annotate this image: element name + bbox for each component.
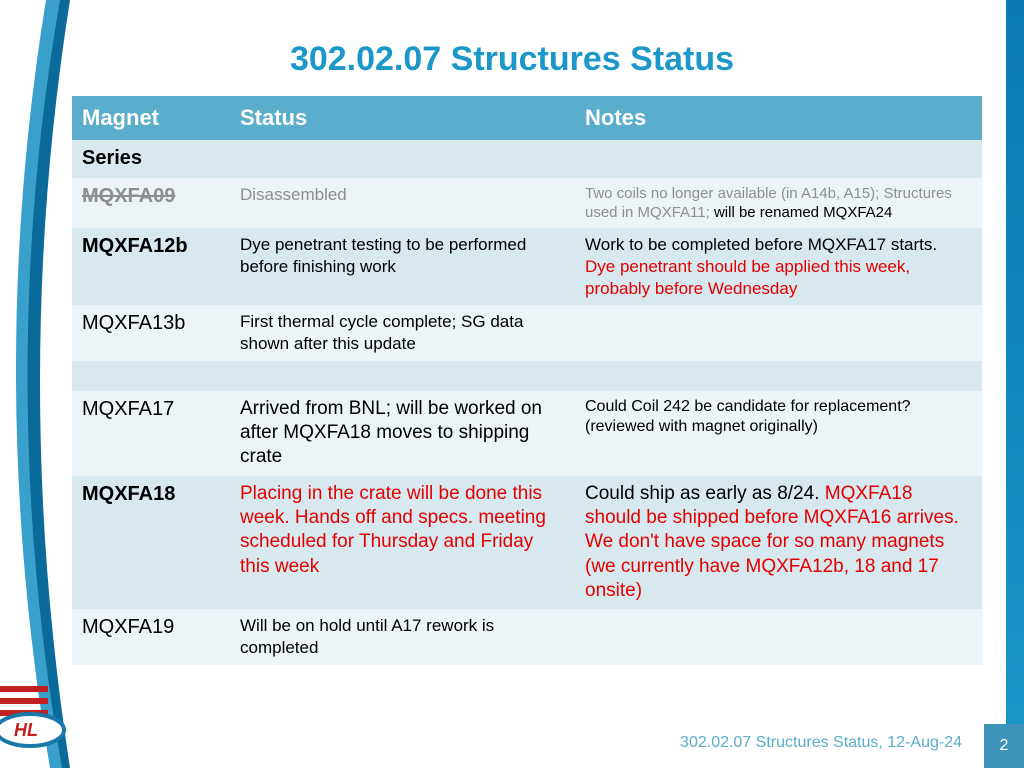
magnet-cell: MQXFA19 (72, 609, 230, 665)
logo: HL (0, 680, 72, 750)
col-header-status: Status (230, 96, 575, 140)
svg-text:HL: HL (14, 720, 38, 740)
table-row: MQXFA17Arrived from BNL; will be worked … (72, 391, 982, 476)
table-header-row: Magnet Status Notes (72, 96, 982, 140)
status-cell: First thermal cycle complete; SG data sh… (230, 305, 575, 361)
notes-segment: will be renamed MQXFA24 (714, 204, 892, 221)
status-table: Magnet Status Notes Series MQXFA09Disass… (72, 96, 982, 665)
notes-segment: Could Coil 242 be candidate for replacem… (585, 398, 911, 435)
magnet-cell: MQXFA12b (72, 228, 230, 305)
status-cell: Will be on hold until A17 rework is comp… (230, 609, 575, 665)
notes-cell: Could Coil 242 be candidate for replacem… (575, 391, 982, 476)
page-number: 2 (984, 724, 1024, 768)
notes-segment: Work to be completed before MQXFA17 star… (585, 235, 937, 254)
notes-segment: Could ship as early as 8/24. (585, 483, 825, 504)
magnet-cell: MQXFA09 (72, 178, 230, 228)
status-cell: Dye penetrant testing to be performed be… (230, 228, 575, 305)
table-row: MQXFA12bDye penetrant testing to be perf… (72, 228, 982, 305)
table-row: MQXFA19Will be on hold until A17 rework … (72, 609, 982, 665)
notes-cell: Could ship as early as 8/24. MQXFA18 sho… (575, 476, 982, 610)
status-cell (230, 361, 575, 391)
notes-cell: Work to be completed before MQXFA17 star… (575, 228, 982, 305)
left-decoration (0, 0, 70, 768)
table-row (72, 361, 982, 391)
notes-cell: Two coils no longer available (in A14b, … (575, 178, 982, 228)
notes-cell (575, 609, 982, 665)
magnet-cell: MQXFA13b (72, 305, 230, 361)
right-decoration (1006, 0, 1024, 768)
notes-cell (575, 305, 982, 361)
table-row: MQXFA18Placing in the crate will be done… (72, 476, 982, 610)
notes-segment: Dye penetrant should be applied this wee… (585, 257, 910, 298)
status-cell: Disassembled (230, 178, 575, 228)
col-header-notes: Notes (575, 96, 982, 140)
page-title: 302.02.07 Structures Status (0, 40, 1024, 79)
status-cell: Placing in the crate will be done this w… (230, 476, 575, 610)
magnet-cell (72, 361, 230, 391)
status-cell: Arrived from BNL; will be worked on afte… (230, 391, 575, 476)
notes-cell (575, 361, 982, 391)
magnet-cell: MQXFA18 (72, 476, 230, 610)
series-label: Series (72, 140, 230, 178)
table-row: MQXFA13bFirst thermal cycle complete; SG… (72, 305, 982, 361)
magnet-cell: MQXFA17 (72, 391, 230, 476)
footer-text: 302.02.07 Structures Status, 12-Aug-24 (680, 734, 962, 752)
series-row: Series (72, 140, 982, 178)
table-row: MQXFA09DisassembledTwo coils no longer a… (72, 178, 982, 228)
col-header-magnet: Magnet (72, 96, 230, 140)
slide: 302.02.07 Structures Status Magnet Statu… (0, 0, 1024, 768)
